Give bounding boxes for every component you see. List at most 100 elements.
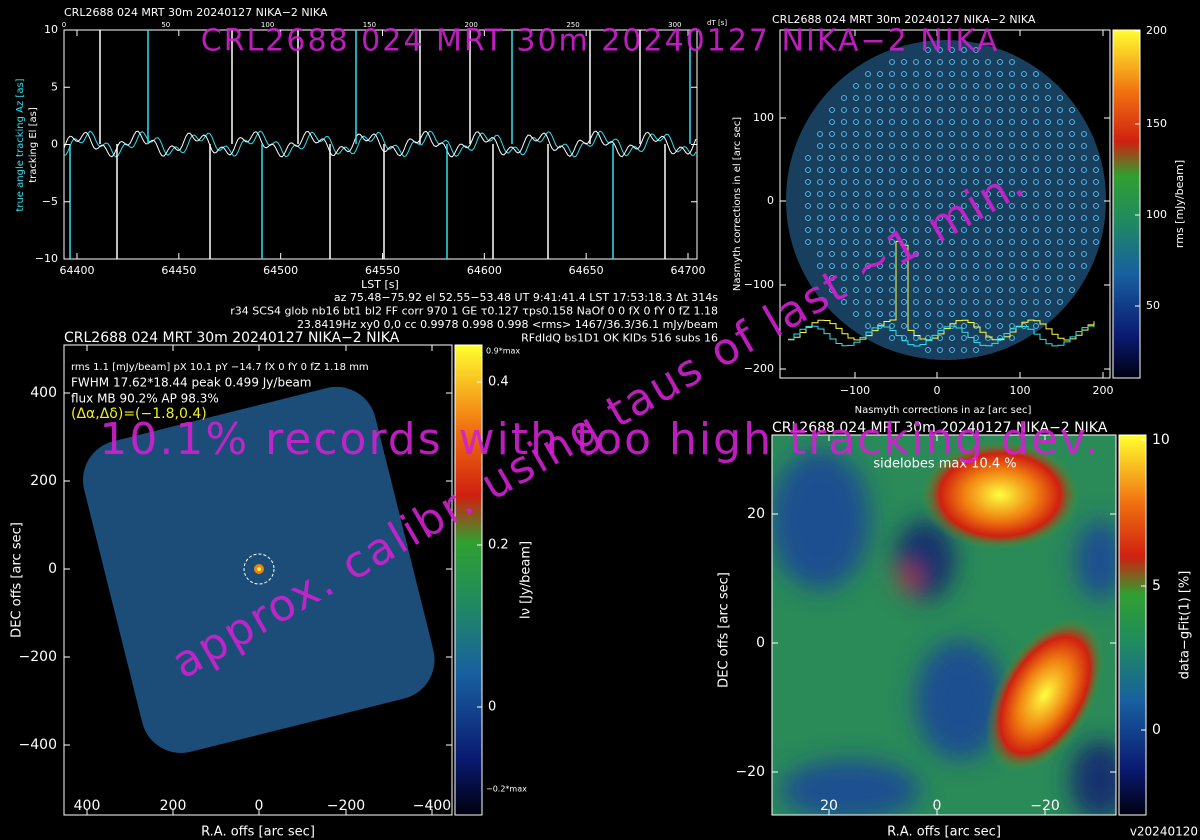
colorbar-label: rms [mJy/beam] xyxy=(1173,160,1186,248)
sidelobe-south xyxy=(985,617,1105,773)
kid-marker xyxy=(925,119,931,125)
kid-marker xyxy=(889,311,895,317)
panel-title: CRL2688 024 MRT 30m 20240127 NIKA−2 NIKA xyxy=(772,13,1036,26)
kid-marker xyxy=(997,155,1003,161)
kid-marker xyxy=(865,203,871,209)
kid-marker xyxy=(925,59,931,65)
top-unit: dT [s] xyxy=(707,19,727,27)
kid-marker xyxy=(925,71,931,77)
top-tick-label: 200 xyxy=(465,21,478,29)
kid-marker xyxy=(1057,227,1063,233)
panel-title: CRL2688 024 MRT 30m 20240127 NIKA−2 NIKA xyxy=(64,6,328,19)
x-tick-label: 200 xyxy=(160,798,187,814)
kid-marker xyxy=(865,215,871,221)
kid-marker xyxy=(1021,95,1027,101)
kid-marker xyxy=(853,299,859,305)
info-block: az 75.48−75.92 el 52.55−53.48 UT 9:41:41… xyxy=(230,291,718,345)
info-line: az 75.48−75.92 el 52.55−53.48 UT 9:41:41… xyxy=(334,291,718,304)
kid-marker xyxy=(853,311,859,317)
kid-marker xyxy=(829,287,835,293)
kid-marker xyxy=(1033,95,1039,101)
kid-marker xyxy=(973,119,979,125)
kid-marker xyxy=(865,311,871,317)
kid-marker xyxy=(949,83,955,89)
kid-marker xyxy=(997,107,1003,113)
kid-marker xyxy=(973,179,979,185)
kid-marker xyxy=(1045,95,1051,101)
kid-marker xyxy=(1009,191,1015,197)
kid-marker xyxy=(985,323,991,329)
kid-marker xyxy=(913,83,919,89)
kid-marker xyxy=(937,203,943,209)
kid-marker xyxy=(877,143,883,149)
kid-marker xyxy=(997,191,1003,197)
y-tick-label: −10 xyxy=(35,252,58,265)
kid-marker xyxy=(1045,275,1051,281)
kid-marker xyxy=(1057,179,1063,185)
colorbar-bottom: −0.2*max xyxy=(486,785,527,794)
kid-marker xyxy=(853,203,859,209)
kid-marker xyxy=(1021,239,1027,245)
kid-marker xyxy=(1045,263,1051,269)
x-tick-label: 20 xyxy=(820,798,838,814)
kid-marker xyxy=(853,191,859,197)
kid-marker xyxy=(973,59,979,65)
kid-marker xyxy=(901,143,907,149)
kid-marker xyxy=(1081,263,1087,269)
y-tick-label: −200 xyxy=(744,362,774,375)
kid-marker xyxy=(817,131,823,137)
annotation: sidelobes max 10.4 % xyxy=(873,457,1016,472)
kid-marker xyxy=(985,299,991,305)
kid-marker xyxy=(925,167,931,173)
x-tick-label: −100 xyxy=(840,384,870,397)
kid-marker xyxy=(973,239,979,245)
kid-marker xyxy=(973,215,979,221)
kid-marker xyxy=(1033,275,1039,281)
kid-marker xyxy=(1009,299,1015,305)
kid-marker xyxy=(913,227,919,233)
tracking-panel: CRL2688 024 MRT 30m 20240127 NIKA−2 NIKA… xyxy=(15,6,727,291)
kid-marker xyxy=(949,239,955,245)
kid-marker xyxy=(1057,287,1063,293)
kid-marker xyxy=(1009,95,1015,101)
kid-marker xyxy=(961,239,967,245)
kid-marker xyxy=(1045,191,1051,197)
kid-marker xyxy=(817,203,823,209)
kid-marker xyxy=(1081,239,1087,245)
kid-marker xyxy=(961,203,967,209)
kid-marker xyxy=(901,59,907,65)
kid-marker xyxy=(889,95,895,101)
kid-marker xyxy=(949,59,955,65)
x-label: R.A. offs [arc sec] xyxy=(201,825,315,840)
kid-marker xyxy=(913,287,919,293)
kid-marker xyxy=(865,287,871,293)
kid-marker xyxy=(853,143,859,149)
kid-marker xyxy=(937,347,943,353)
kid-marker xyxy=(973,311,979,317)
kid-marker xyxy=(829,143,835,149)
kid-marker xyxy=(973,227,979,233)
kid-marker xyxy=(1057,191,1063,197)
kid-marker xyxy=(1009,263,1015,269)
kid-marker xyxy=(997,251,1003,257)
kid-marker xyxy=(1093,227,1099,233)
colorbar-tick-label: 0 xyxy=(488,700,496,715)
kid-marker xyxy=(889,203,895,209)
top-tick-label: 0 xyxy=(62,21,66,29)
kid-marker xyxy=(1081,203,1087,209)
kid-marker xyxy=(1069,203,1075,209)
kid-marker xyxy=(985,215,991,221)
kid-marker xyxy=(1045,131,1051,137)
kid-marker xyxy=(1045,107,1051,113)
kid-marker xyxy=(817,191,823,197)
kid-marker xyxy=(889,287,895,293)
kid-marker xyxy=(889,239,895,245)
kid-marker xyxy=(865,143,871,149)
kid-marker xyxy=(901,263,907,269)
kid-marker xyxy=(1021,119,1027,125)
kid-marker xyxy=(841,191,847,197)
kid-marker xyxy=(1021,71,1027,77)
kid-marker xyxy=(937,299,943,305)
kid-marker xyxy=(961,287,967,293)
